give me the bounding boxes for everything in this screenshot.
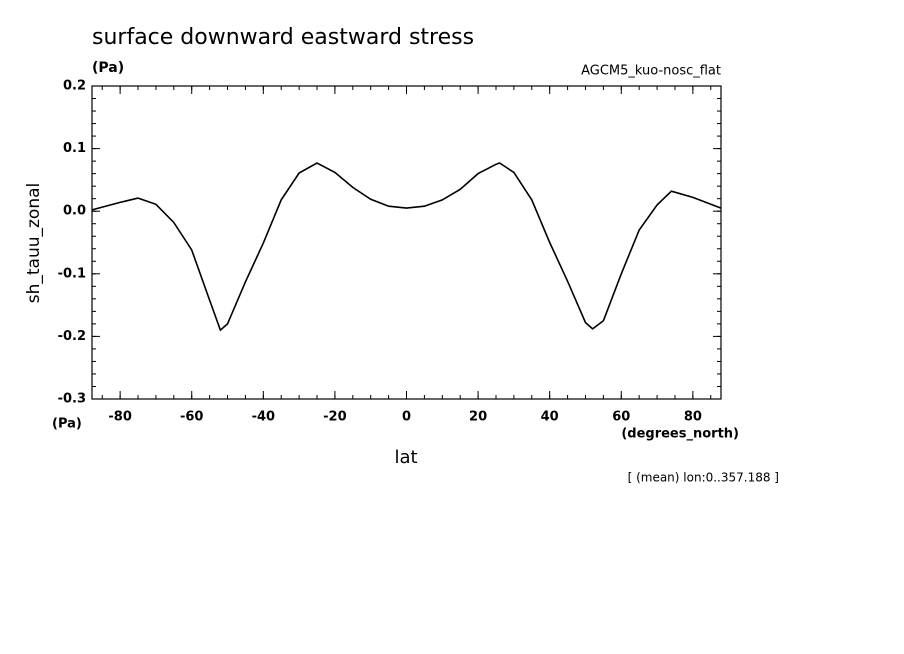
data-line — [91, 162, 722, 332]
x-tick-label: 80 — [684, 410, 702, 425]
y-tick-label: 0.0 — [63, 204, 86, 219]
annotation: [ (mean) lon:0..357.188 ] — [628, 471, 779, 485]
x-axis-label: lat — [394, 447, 417, 468]
y-tick-label: 0.1 — [63, 141, 86, 156]
x-tick-label: -40 — [252, 410, 276, 425]
chart-title: surface downward eastward stress — [92, 25, 474, 50]
x-tick-label: -80 — [108, 410, 132, 425]
y-units: (Pa) — [52, 417, 82, 432]
y-tick-label: 0.2 — [63, 79, 86, 94]
y-axis-label: sh_tauu_zonal — [24, 183, 44, 304]
x-tick-label: 60 — [612, 410, 630, 425]
x-tick-label: -20 — [323, 410, 347, 425]
x-units: (degrees_north) — [621, 427, 739, 442]
y-tick-label: -0.3 — [58, 392, 86, 407]
x-tick-label: 0 — [402, 410, 411, 425]
y-tick-label: -0.1 — [58, 266, 86, 281]
x-tick-label: 20 — [469, 410, 487, 425]
units: (Pa) — [92, 60, 124, 76]
x-tick-label: 40 — [541, 410, 559, 425]
x-tick-label: -60 — [180, 410, 204, 425]
y-tick-label: -0.2 — [58, 329, 86, 344]
subtitle: AGCM5_kuo-nosc_flat — [581, 64, 721, 79]
